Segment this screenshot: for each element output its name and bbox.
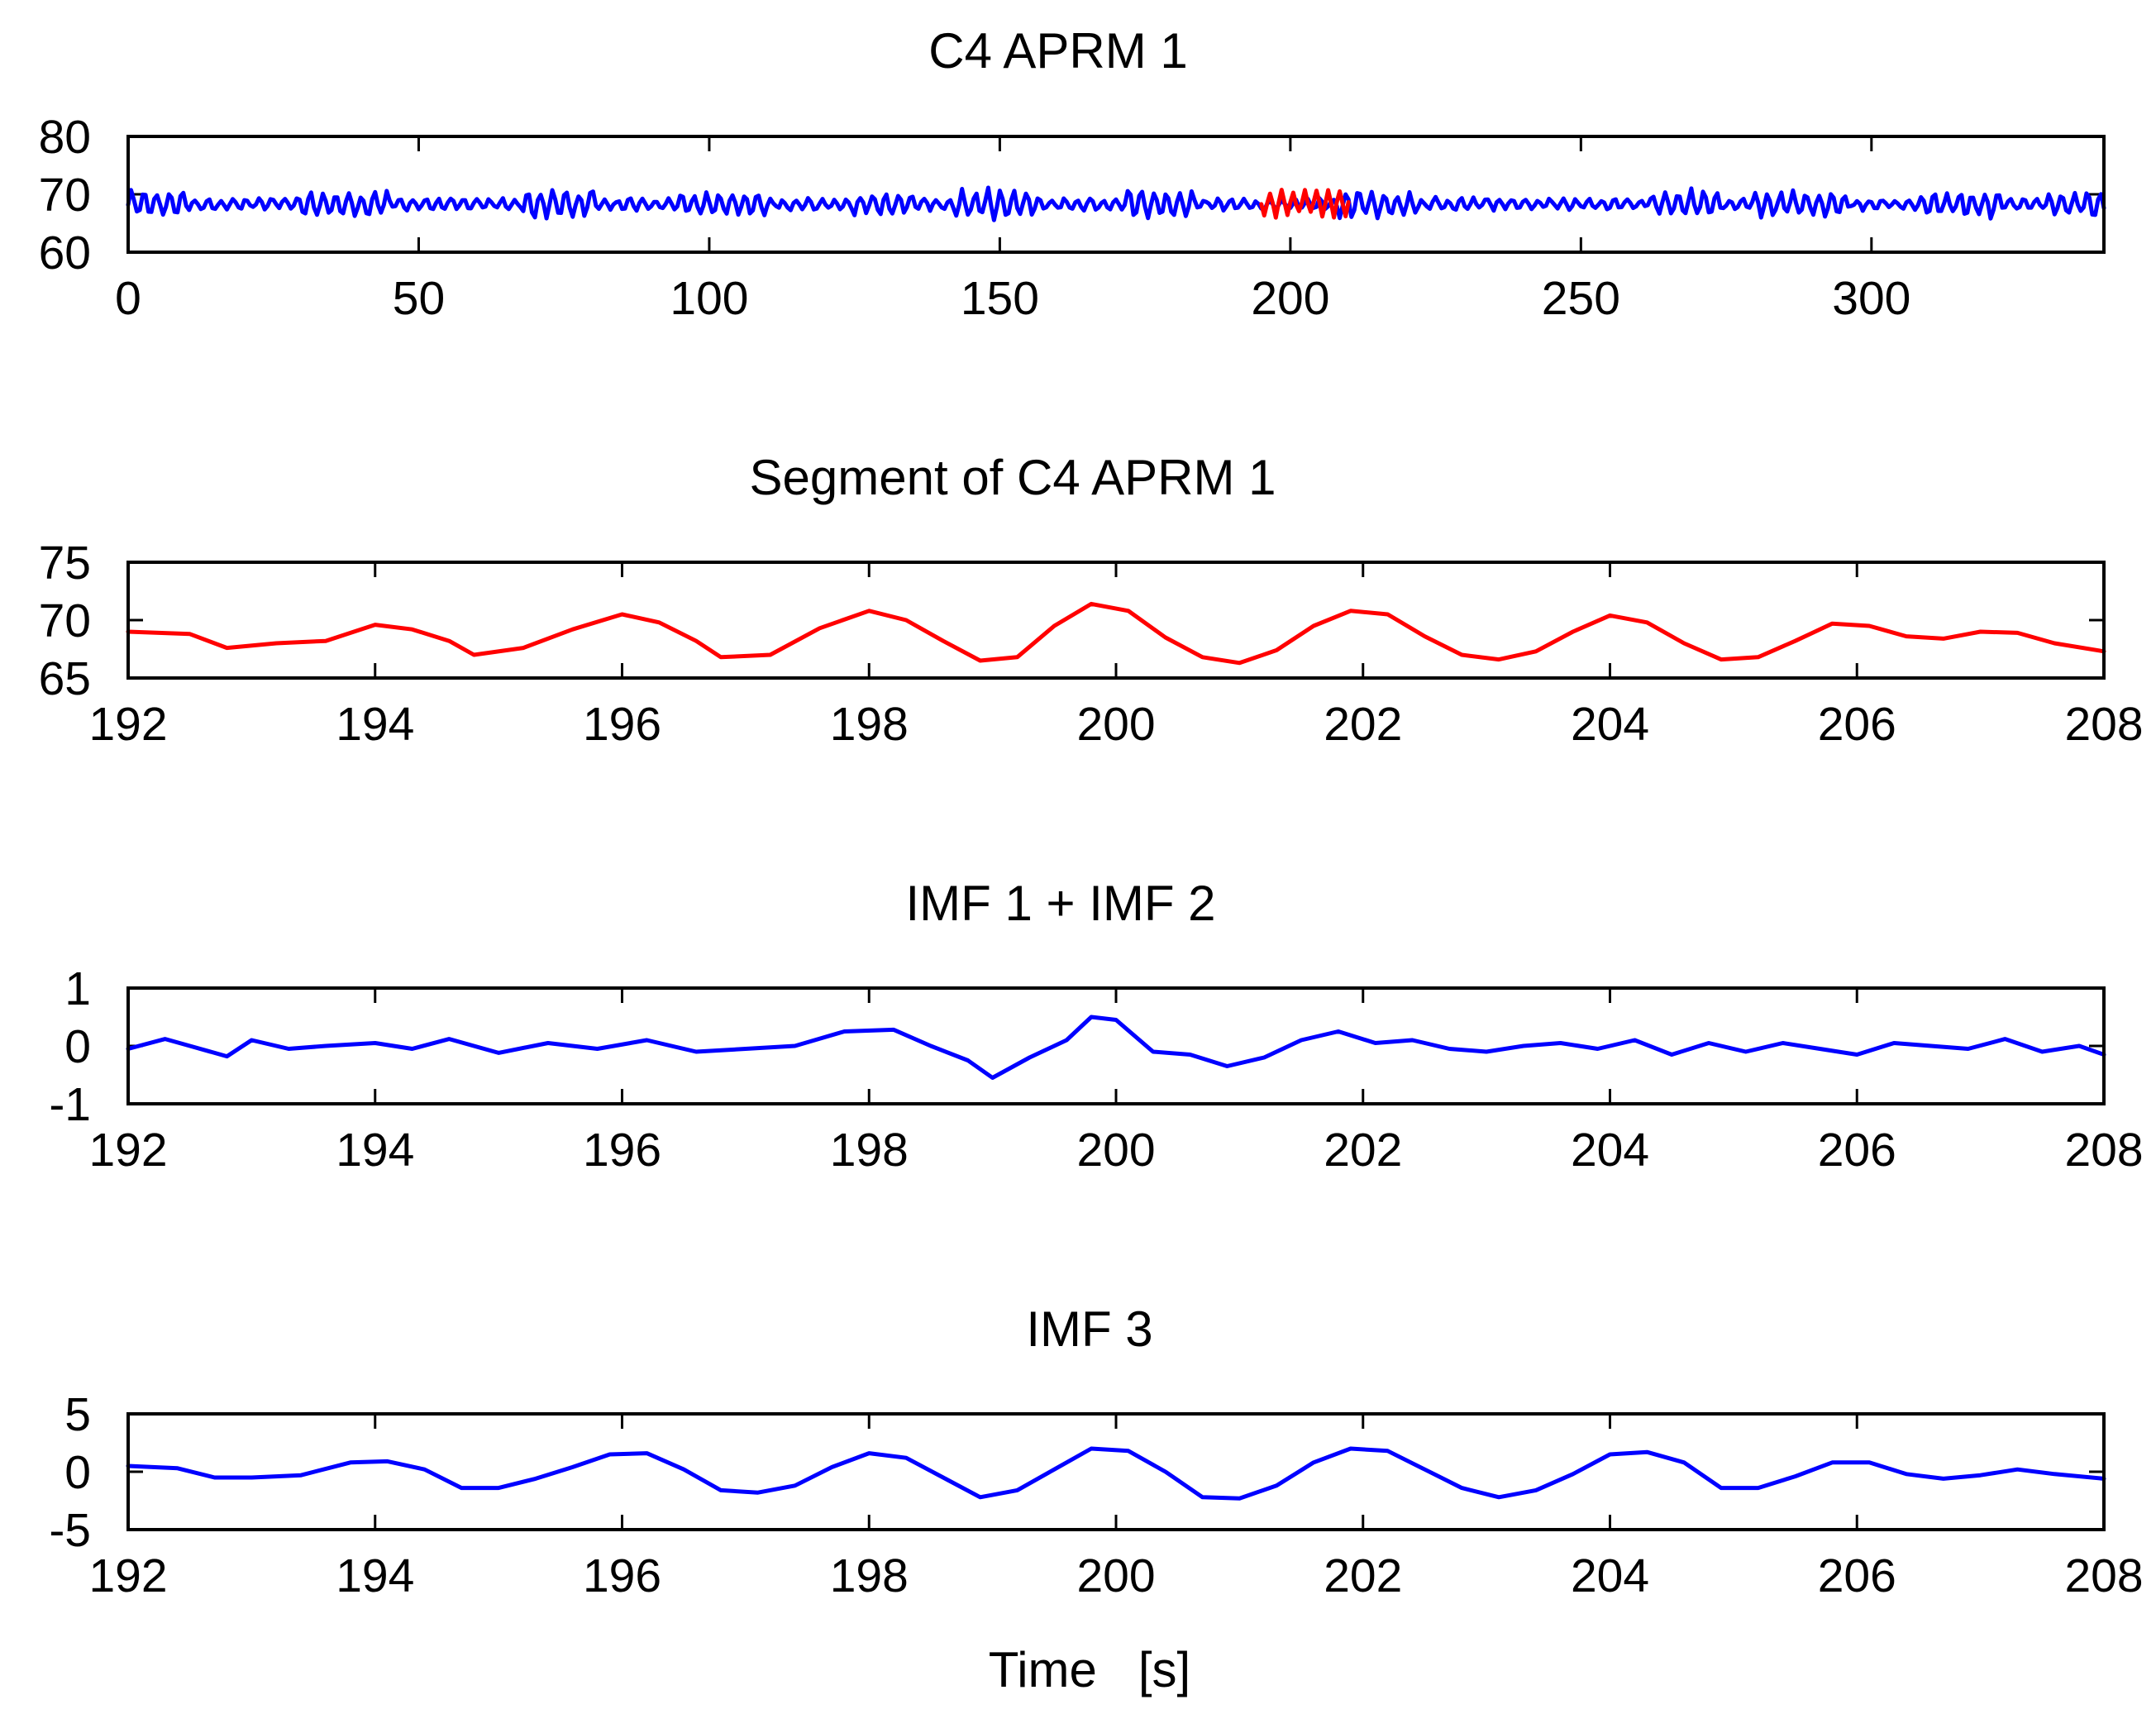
series-line-imf-3 xyxy=(126,1446,2106,1501)
subplot-1-lines xyxy=(126,185,2106,222)
subplot-3-lines xyxy=(126,1015,2106,1080)
subplot-4-axes-frame xyxy=(126,1412,2106,1531)
series-line-imf-1-imf-2 xyxy=(126,1015,2106,1080)
x-tick-label: 194 xyxy=(336,1549,414,1602)
y-tick-label: 0 xyxy=(64,1020,91,1073)
y-tick-label: 60 xyxy=(39,227,91,279)
x-tick-label: 194 xyxy=(336,1124,414,1177)
x-tick-label: 202 xyxy=(1324,1549,1402,1602)
x-tick-label: 192 xyxy=(88,1549,167,1602)
x-tick-label: 208 xyxy=(2064,1549,2143,1602)
x-tick-label: 194 xyxy=(336,698,414,751)
y-tick-label: 75 xyxy=(39,537,91,590)
y-tick-label: -1 xyxy=(49,1078,91,1131)
x-tick-label: 192 xyxy=(88,1124,167,1177)
subplot-3-title: IMF 1 + IMF 2 xyxy=(905,876,1215,931)
y-tick-label: 80 xyxy=(39,111,91,164)
subplot-2-axes-frame xyxy=(126,561,2106,680)
x-tick-label: 204 xyxy=(1571,1124,1649,1177)
x-tick-label: 196 xyxy=(583,1549,661,1602)
x-tick-label: 208 xyxy=(2064,698,2143,751)
subplot-2-lines xyxy=(126,601,2106,666)
x-tick-label: 196 xyxy=(583,698,661,751)
y-tick-label: 70 xyxy=(39,594,91,647)
x-tick-label: 150 xyxy=(961,272,1039,325)
x-tick-label: 200 xyxy=(1251,272,1329,325)
x-tick-label: 198 xyxy=(830,698,909,751)
subplot-1-axes-frame xyxy=(126,135,2106,254)
x-tick-label: 206 xyxy=(1818,1124,1896,1177)
x-tick-label: 200 xyxy=(1076,698,1155,751)
subplot-2-title: Segment of C4 APRM 1 xyxy=(750,450,1276,505)
subplot-imf1-imf2: IMF 1 + IMF 2 192 194 196 198 200 202 204 206 20… xyxy=(49,876,2143,1177)
x-tick-label: 206 xyxy=(1818,1549,1896,1602)
x-tick-label: 50 xyxy=(393,272,445,325)
x-tick-label: 196 xyxy=(583,1124,661,1177)
y-tick-label: 0 xyxy=(64,1446,91,1499)
y-tick-label: -5 xyxy=(49,1504,91,1557)
x-axis-label: Time [s] xyxy=(989,1642,1190,1697)
x-tick-label: 202 xyxy=(1324,698,1402,751)
x-tick-label: 206 xyxy=(1818,698,1896,751)
x-tick-label: 204 xyxy=(1571,1549,1649,1602)
subplot-1-title: C4 APRM 1 xyxy=(928,23,1187,79)
x-tick-label: 300 xyxy=(1832,272,1910,325)
y-tick-label: 65 xyxy=(39,652,91,705)
x-tick-label: 198 xyxy=(830,1124,909,1177)
x-tick-label: 0 xyxy=(115,272,141,325)
y-tick-label: 70 xyxy=(39,169,91,222)
x-tick-label: 202 xyxy=(1324,1124,1402,1177)
x-tick-label: 250 xyxy=(1542,272,1620,325)
x-tick-label: 100 xyxy=(670,272,748,325)
x-tick-label: 198 xyxy=(830,1549,909,1602)
y-tick-label: 1 xyxy=(64,962,91,1015)
subplot-imf3: IMF 3 192 194 196 198 200 202 204 206 208 -505 xyxy=(49,1301,2143,1602)
x-tick-label: 204 xyxy=(1571,698,1649,751)
series-line-segment xyxy=(126,601,2106,666)
series-line-c4-aprm-1-full-record- xyxy=(126,185,2106,222)
series-line-selected-segment xyxy=(1259,188,1351,220)
x-tick-label: 200 xyxy=(1076,1549,1155,1602)
y-tick-label: 5 xyxy=(64,1388,91,1441)
subplot-3-ticks: 192 194 196 198 200 202 204 206 208 -101 xyxy=(49,962,2143,1177)
x-tick-label: 208 xyxy=(2064,1124,2143,1177)
subplot-3-axes-frame xyxy=(126,986,2106,1105)
subplot-4-lines xyxy=(126,1446,2106,1501)
x-tick-label: 200 xyxy=(1076,1124,1155,1177)
subplot-4-ticks: 192 194 196 198 200 202 204 206 208 -505 xyxy=(49,1388,2143,1602)
subplot-4-title: IMF 3 xyxy=(1026,1301,1152,1357)
x-tick-label: 192 xyxy=(88,698,167,751)
subplot-segment: Segment of C4 APRM 1 192 194 196 198 200 202 2… xyxy=(39,450,2144,751)
